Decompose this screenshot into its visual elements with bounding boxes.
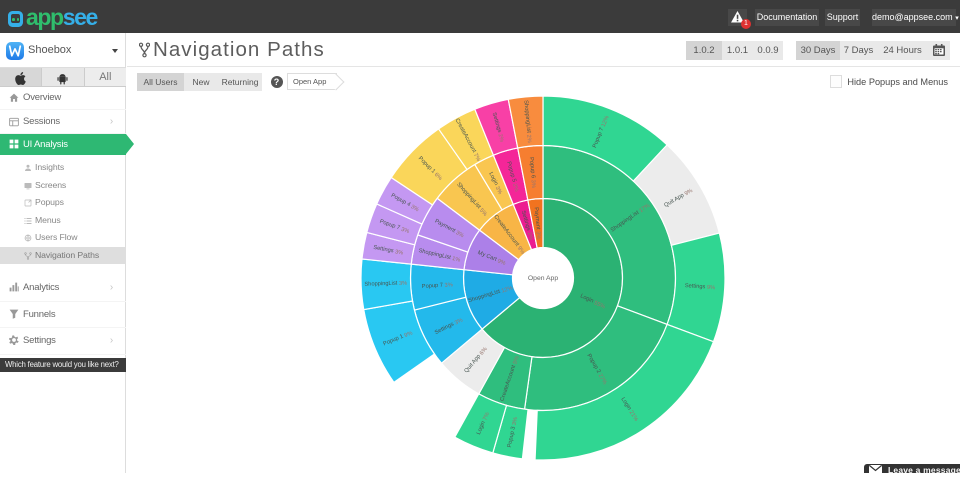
svg-text:Open App: Open App [528,275,558,282]
